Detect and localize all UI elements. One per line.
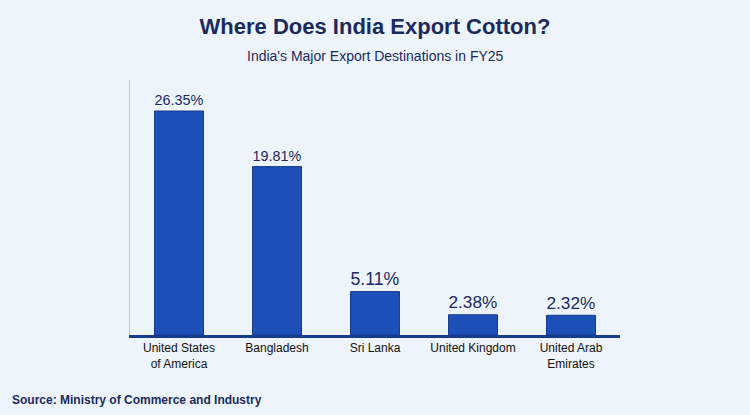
svg-text:United Statesof America: United Statesof America xyxy=(143,341,215,371)
svg-text:United Kingdom: United Kingdom xyxy=(430,341,515,355)
svg-text:United ArabEmirates: United ArabEmirates xyxy=(540,341,603,371)
svg-text:India's Major Export Destinati: India's Major Export Destinations in FY2… xyxy=(247,48,504,64)
svg-text:Source: Ministry of Commerce a: Source: Ministry of Commerce and Industr… xyxy=(12,393,262,407)
svg-text:2.38%: 2.38% xyxy=(449,292,498,312)
svg-text:2.32%: 2.32% xyxy=(547,293,596,313)
svg-text:5.11%: 5.11% xyxy=(351,269,400,289)
svg-text:19.81%: 19.81% xyxy=(253,148,302,164)
svg-text:Sri Lanka: Sri Lanka xyxy=(350,341,401,355)
svg-text:Where Does India Export Cotton: Where Does India Export Cotton? xyxy=(200,14,551,39)
svg-text:Bangladesh: Bangladesh xyxy=(245,341,308,355)
svg-text:26.35%: 26.35% xyxy=(155,92,204,108)
